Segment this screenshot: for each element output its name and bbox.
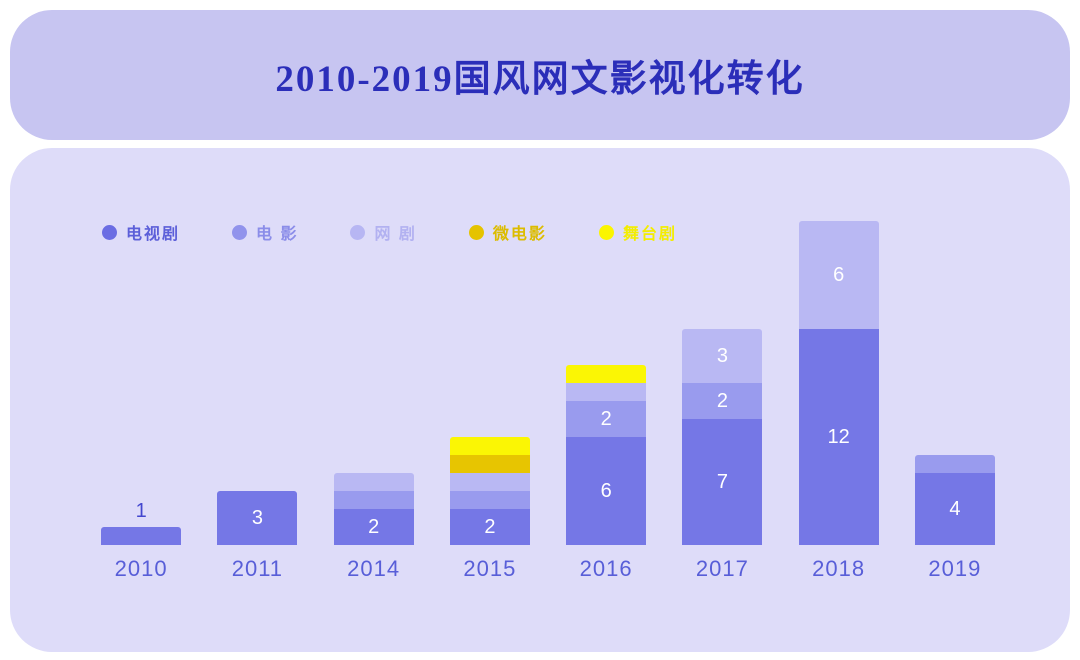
title-banner: 2010-2019国风网文影视化转化 xyxy=(10,10,1070,140)
bar-value-label: 3 xyxy=(251,507,263,529)
x-tick: 2016 xyxy=(579,556,633,581)
x-tick: 2010 xyxy=(114,556,168,581)
legend-item: 电视剧 xyxy=(102,220,180,244)
bar-value-label: 6 xyxy=(833,264,845,286)
bar-2019: 4 xyxy=(914,455,995,545)
segment-电影 xyxy=(914,455,995,473)
legend-label: 电 影 xyxy=(256,226,299,243)
segment-网剧 xyxy=(566,383,647,401)
legend-label: 舞台剧 xyxy=(622,226,677,243)
bar-value-label: 2 xyxy=(484,516,496,538)
legend-dot-icon xyxy=(598,224,614,240)
bar-2015: 2 xyxy=(449,437,530,545)
segment-电视剧: 6 xyxy=(566,437,647,545)
bar-2014: 2 xyxy=(333,473,414,545)
segment-电视剧: 12 xyxy=(798,329,879,545)
bar-2017: 7 2 3 xyxy=(682,329,763,545)
x-axis: 2010 2011 2014 2015 2016 2017 2018 2019 xyxy=(83,556,1013,582)
segment-网剧: 6 xyxy=(798,221,879,329)
segment-电视剧: 2 xyxy=(333,509,414,545)
bar-slot: 4 xyxy=(897,455,1013,545)
legend-label: 微电影 xyxy=(492,226,547,243)
segment-网剧 xyxy=(449,473,530,491)
segment-电影 xyxy=(333,491,414,509)
segment-电影: 2 xyxy=(566,401,647,437)
bar-value-label: 6 xyxy=(600,480,612,502)
bar-slot: 2 xyxy=(432,437,548,545)
segment-电视剧: 3 xyxy=(217,491,298,545)
legend-dot-icon xyxy=(232,224,248,240)
x-tick: 2019 xyxy=(928,556,982,581)
x-tick: 2018 xyxy=(812,556,866,581)
bar-2018: 12 6 xyxy=(798,221,879,545)
legend-item: 网 剧 xyxy=(350,220,416,244)
legend-item: 微电影 xyxy=(468,220,547,244)
bar-value-label: 2 xyxy=(600,408,612,430)
segment-网剧 xyxy=(333,473,414,491)
chart-title: 2010-2019国风网文影视化转化 xyxy=(275,59,805,100)
bar-slot: 12 6 xyxy=(781,221,897,545)
x-tick: 2015 xyxy=(463,556,517,581)
bar-value-label: 2 xyxy=(368,516,380,538)
bar-value-label: 1 xyxy=(135,500,147,522)
segment-电视剧: 4 xyxy=(914,473,995,545)
legend-label: 电视剧 xyxy=(126,226,181,243)
segment-电视剧: 7 xyxy=(682,419,763,545)
bar-slot: 3 xyxy=(199,491,315,545)
legend-dot-icon xyxy=(468,224,484,240)
bar-slot: 1 xyxy=(83,501,199,545)
bar-2010: 1 xyxy=(101,501,182,545)
legend-dot-icon xyxy=(102,224,117,240)
legend-item: 电 影 xyxy=(232,220,298,244)
segment-电影 xyxy=(449,491,530,509)
bar-value-label: 2 xyxy=(716,390,728,412)
bar-value-label: 4 xyxy=(949,498,961,520)
legend-label: 网 剧 xyxy=(374,226,417,243)
legend-item: 舞台剧 xyxy=(598,220,677,244)
bar-value-label: 12 xyxy=(827,426,850,448)
bar-2011: 3 xyxy=(217,491,298,545)
segment-电视剧 xyxy=(101,527,182,545)
chart-panel: 电视剧电 影网 剧微电影 舞台剧 1 3 2 2 6 2 7 2 3 12 6 4 2010 2011 20… xyxy=(10,148,1070,652)
segment-电视剧: 2 xyxy=(449,509,530,545)
x-tick: 2011 xyxy=(231,556,284,581)
bar-slot: 2 xyxy=(316,473,432,545)
bar-slot: 7 2 3 xyxy=(664,329,780,545)
segment-网剧: 3 xyxy=(682,329,763,383)
plot-area: 1 3 2 2 6 2 7 2 3 12 6 4 xyxy=(83,195,1013,545)
bar-value-label: 3 xyxy=(716,345,728,367)
segment-舞台剧 xyxy=(566,365,647,383)
x-tick: 2014 xyxy=(347,556,401,581)
segment-舞台剧 xyxy=(449,437,530,455)
segment-微电影 xyxy=(449,455,530,473)
legend: 电视剧 电 影 网 剧 微电影 舞台剧 xyxy=(102,220,677,244)
x-tick: 2017 xyxy=(695,556,749,581)
bar-value-label: 7 xyxy=(716,471,728,493)
segment-电影: 2 xyxy=(682,383,763,419)
legend-dot-icon xyxy=(350,224,366,240)
